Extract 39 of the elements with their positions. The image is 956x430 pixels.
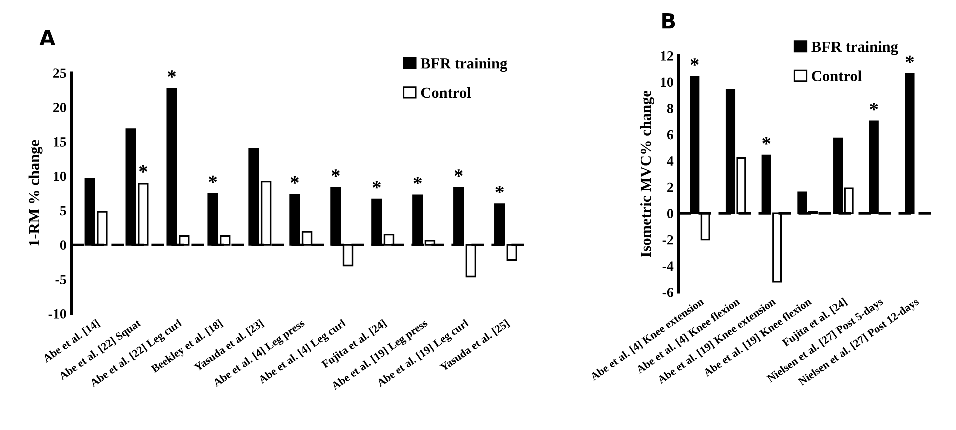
y-tick-label: 8 — [667, 104, 674, 114]
chart-title: A — [40, 30, 56, 46]
y-tick-label: 6 — [667, 130, 674, 140]
y-tick-label: -5 — [56, 275, 66, 284]
annotation: * — [290, 176, 300, 184]
annotation: * — [139, 166, 148, 173]
legend-label: BFR training — [420, 58, 508, 72]
y-tick-label: 15 — [54, 138, 66, 147]
annotation: * — [372, 181, 381, 189]
y-tick-label: -6 — [662, 288, 674, 298]
y-tick-label: -4 — [662, 262, 674, 271]
annotation: * — [332, 170, 340, 177]
annotation: * — [496, 186, 504, 194]
y-tick-label: 0 — [667, 209, 674, 219]
y-tick-label: 20 — [54, 103, 66, 112]
annotation: * — [690, 58, 699, 66]
annotation: * — [414, 177, 422, 185]
y-tick-label: -10 — [48, 309, 66, 319]
legend-label: Control — [812, 70, 862, 82]
y-tick-label: 25 — [54, 68, 66, 78]
annotation: * — [168, 70, 176, 78]
legend-label: BFR training — [812, 41, 898, 56]
legend-label: Control — [421, 87, 472, 98]
y-axis-title: 1-RM % change — [28, 140, 43, 246]
chart-title: B — [662, 13, 676, 29]
annotation: * — [762, 137, 771, 145]
annotation: * — [209, 176, 218, 184]
y-axis-title: Isometric MVC% change — [640, 90, 654, 258]
y-tick-label: 2 — [668, 182, 674, 192]
y-tick-label: 10 — [54, 172, 66, 182]
annotation: * — [454, 170, 463, 177]
y-tick-label: 10 — [661, 78, 674, 88]
annotation: * — [870, 103, 878, 111]
y-tick-label: 12 — [661, 52, 674, 61]
annotation: * — [906, 56, 914, 64]
y-tick-label: 5 — [60, 206, 66, 216]
y-tick-label: -2 — [662, 235, 674, 245]
y-tick-label: 4 — [667, 156, 674, 166]
y-tick-label: 0 — [60, 240, 66, 250]
